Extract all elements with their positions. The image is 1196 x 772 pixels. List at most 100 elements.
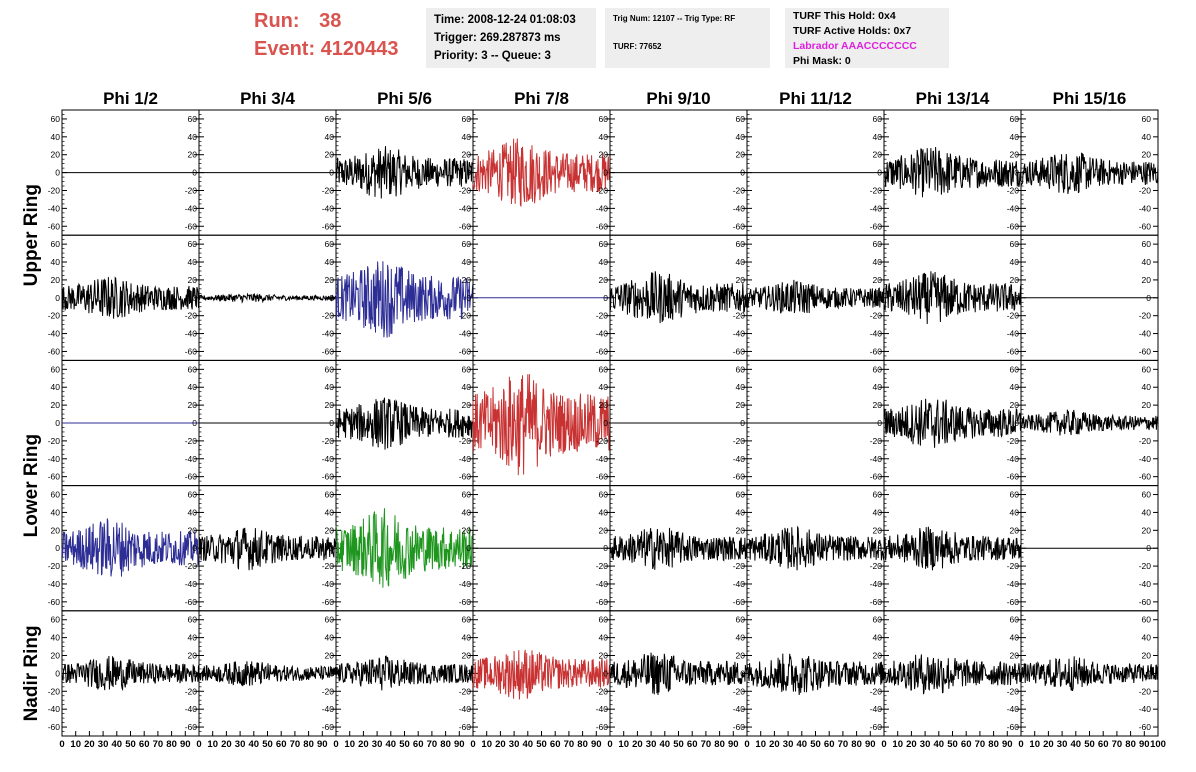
y-tick-label: 40	[599, 382, 609, 392]
y-tick-label: -60	[1139, 346, 1152, 356]
y-tick-label: -60	[322, 221, 335, 231]
waveform-trace	[472, 649, 611, 700]
y-tick-label: 40	[51, 257, 61, 267]
y-tick-label: 0	[329, 293, 334, 303]
x-tick-label: 10	[70, 739, 81, 750]
x-tick-label: 60	[961, 739, 972, 750]
y-tick-label: 20	[1010, 150, 1020, 160]
x-tick-label: 70	[1112, 739, 1123, 750]
x-tick-label: 20	[221, 739, 232, 750]
y-tick-label: -40	[459, 704, 472, 714]
y-tick-label: 40	[873, 132, 883, 142]
y-tick-label: -20	[322, 686, 335, 696]
y-tick-label: 60	[736, 364, 746, 374]
y-tick-label: -40	[733, 329, 746, 339]
y-tick-label: -60	[322, 472, 335, 482]
column-header: Phi 9/10	[646, 89, 710, 108]
y-tick-label: 40	[1142, 382, 1152, 392]
y-tick-label: -40	[596, 203, 609, 213]
y-tick-label: 40	[51, 507, 61, 517]
x-tick-label: 70	[564, 739, 575, 750]
y-tick-label: -40	[870, 203, 883, 213]
y-tick-label: -60	[185, 346, 198, 356]
run-value: 38	[319, 10, 342, 32]
y-tick-label: -20	[185, 436, 198, 446]
y-tick-label: 20	[188, 275, 198, 285]
column-header: Phi 5/6	[377, 89, 432, 108]
waveform-panel: 60 40 20 0 -20 -40 -60	[459, 485, 611, 612]
waveform-panel: 60 40 20 0 -20 -40 -60	[322, 359, 474, 487]
y-tick-label: 60	[188, 615, 198, 625]
run-event-box: Run: 38 Event: 4120443	[248, 8, 418, 68]
y-tick-label: 60	[599, 490, 609, 500]
y-tick-label: 0	[466, 418, 471, 428]
y-tick-label: 0	[877, 418, 882, 428]
y-tick-label: 20	[462, 525, 472, 535]
y-tick-label: -20	[185, 185, 198, 195]
waveform-trace	[609, 271, 748, 324]
x-tick-label: 90	[1002, 739, 1013, 750]
y-tick-label: -40	[596, 579, 609, 589]
x-tick-label: 70	[427, 739, 438, 750]
y-tick-label: 0	[55, 168, 60, 178]
waveform-panel: 60 40 20 0 -20 -40 -60	[322, 234, 474, 361]
waveform-trace	[1020, 656, 1159, 691]
x-tick-label: 40	[797, 739, 808, 750]
x-tick-label: 80	[714, 739, 725, 750]
y-tick-label: 0	[740, 543, 745, 553]
waveform-panel: 60 40 20 0 -20 -40 -60	[596, 485, 748, 612]
y-tick-label: -20	[1007, 561, 1020, 571]
y-tick-label: -20	[870, 185, 883, 195]
column-header: Phi 13/14	[916, 89, 990, 108]
x-tick-label: 100	[1150, 739, 1166, 750]
y-tick-label: 0	[192, 168, 197, 178]
x-tick-label: 30	[98, 739, 109, 750]
waveform-panel: 60 40 20 0 -20 -40 -60	[185, 234, 337, 361]
y-tick-label: 20	[736, 150, 746, 160]
y-tick-label: -20	[1139, 686, 1152, 696]
y-tick-label: -20	[459, 436, 472, 446]
y-tick-label: 40	[325, 382, 335, 392]
y-tick-label: -20	[48, 686, 61, 696]
trig-num-text: Trig Num: 12107 -- Trig Type: RF	[613, 14, 736, 23]
y-tick-label: -20	[596, 686, 609, 696]
y-tick-label: 60	[51, 364, 61, 374]
y-tick-label: -40	[596, 704, 609, 714]
y-tick-label: -20	[459, 686, 472, 696]
x-tick-label: 90	[1139, 739, 1150, 750]
y-tick-label: 40	[1010, 132, 1020, 142]
y-tick-label: -40	[185, 704, 198, 714]
waveform-trace	[1020, 409, 1159, 436]
y-tick-label: 40	[873, 257, 883, 267]
y-tick-label: 20	[873, 275, 883, 285]
waveform-panel: 60 40 20 0 -20 -40 -60	[870, 234, 1022, 361]
y-tick-label: 0	[603, 418, 608, 428]
waveform-trace	[609, 527, 748, 570]
x-tick-label: 50	[947, 739, 958, 750]
y-tick-label: 20	[736, 525, 746, 535]
y-tick-label: -60	[733, 722, 746, 732]
y-tick-label: 60	[873, 114, 883, 124]
x-tick-label: 20	[632, 739, 643, 750]
y-tick-label: 40	[599, 132, 609, 142]
y-tick-label: 40	[51, 382, 61, 392]
run-line: Run: 38	[254, 10, 341, 33]
y-tick-label: 40	[736, 382, 746, 392]
x-tick-label: 60	[824, 739, 835, 750]
y-tick-label: -40	[48, 329, 61, 339]
waveform-trace	[883, 146, 1022, 198]
y-tick-label: -60	[322, 346, 335, 356]
y-tick-label: -60	[596, 722, 609, 732]
y-tick-label: -20	[596, 311, 609, 321]
y-tick-label: 60	[188, 114, 198, 124]
y-tick-label: 20	[736, 275, 746, 285]
y-tick-label: 40	[51, 132, 61, 142]
waveform-trace	[61, 655, 200, 692]
y-tick-label: -60	[1139, 597, 1152, 607]
y-tick-label: -40	[48, 704, 61, 714]
event-label: Event:	[254, 38, 316, 60]
y-tick-label: 20	[188, 400, 198, 410]
y-tick-label: 60	[462, 490, 472, 500]
